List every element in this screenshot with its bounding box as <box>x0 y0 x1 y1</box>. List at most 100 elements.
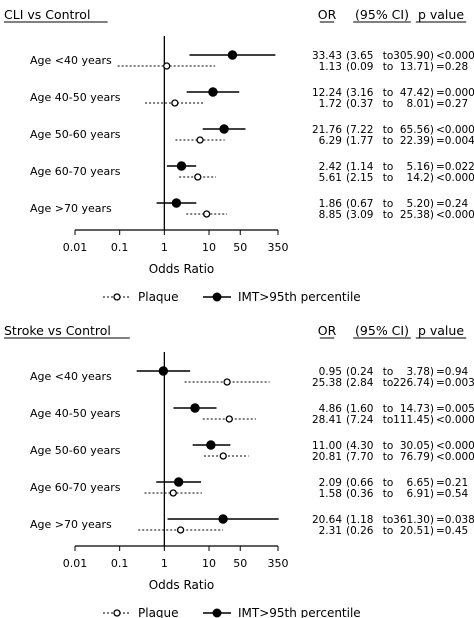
age-group-label: Age >70 years <box>30 202 112 215</box>
plaque-ci-low: (0.09 <box>346 61 373 73</box>
imt-ci-high: 47.42) <box>400 87 434 99</box>
p-column-header: p value <box>418 7 464 22</box>
legend-imt-marker <box>212 292 222 302</box>
plaque-point <box>225 415 233 423</box>
plaque-ci-to: to <box>383 135 394 147</box>
plaque-ci-high: 6.91) <box>407 488 434 500</box>
plaque-ci-high: 14.2) <box>407 172 434 184</box>
plaque-point <box>171 99 179 107</box>
plaque-ci-low: (2.15 <box>346 172 373 184</box>
imt-point <box>227 50 238 60</box>
x-tick-label: 350 <box>268 557 289 570</box>
plaque-ci-low: (2.84 <box>346 377 374 389</box>
age-group-label: Age <40 years <box>30 370 112 383</box>
plaque-point <box>176 526 185 534</box>
plaque-ci-to: to <box>383 488 394 500</box>
plaque-point <box>219 452 227 460</box>
plaque-ci-high: 111.45) <box>393 414 434 426</box>
imt-ci-low: (1.14 <box>346 161 374 173</box>
legend-plaque-label: Plaque <box>138 290 179 304</box>
plaque-point <box>203 210 211 218</box>
imt-ci-high: 5.16) <box>407 161 434 173</box>
imt-p-value: =0.94 <box>436 366 468 378</box>
plaque-or-value: 2.31 <box>319 525 342 537</box>
imt-p-value: =0.0003 <box>436 87 474 99</box>
plaque-ci-to: to <box>383 451 394 463</box>
plaque-or-value: 28.41 <box>312 414 342 426</box>
forest-panel-2: Stroke vs Control OR (95% CI) p value 0.01 0.… <box>4 323 474 618</box>
imt-ci-low: (0.24 <box>346 366 374 378</box>
imt-or-value: 1.86 <box>319 198 343 210</box>
imt-or-value: 11.00 <box>312 440 342 452</box>
p-column-header: p value <box>418 323 464 338</box>
imt-ci-low: (3.16 <box>346 87 374 99</box>
x-tick-label: 10 <box>202 557 216 570</box>
age-group-label: Age 50-60 years <box>30 128 121 141</box>
forest-panel-1: CLI vs Control OR (95% CI) p value 0.01 0.1 1 1… <box>4 7 474 304</box>
age-group-label: Age <40 years <box>30 54 112 67</box>
imt-point <box>218 514 228 524</box>
imt-ci-low: (4.30 <box>346 440 373 452</box>
plaque-p-value: =0.0038 <box>436 377 474 389</box>
legend-plaque-marker <box>113 609 121 617</box>
plaque-p-value: =0.54 <box>436 488 468 500</box>
imt-p-value: =0.0053 <box>436 403 474 415</box>
imt-ci-high: 305.90) <box>393 50 434 62</box>
plaque-ci-to: to <box>383 172 394 184</box>
imt-ci-to: to <box>383 440 394 452</box>
x-tick-label: 0.01 <box>63 557 88 570</box>
imt-ci-to: to <box>383 366 394 378</box>
age-group-label: Age 60-70 years <box>30 165 121 178</box>
x-tick-label: 1 <box>161 557 168 570</box>
ci-column-header: (95% CI) <box>355 323 409 338</box>
plaque-or-value: 20.81 <box>312 451 342 463</box>
imt-or-value: 2.42 <box>319 161 342 173</box>
age-group-label: Age >70 years <box>30 518 112 531</box>
imt-ci-low: (1.60 <box>346 403 373 415</box>
imt-p-value: =0.24 <box>436 198 468 210</box>
panel-title: CLI vs Control <box>4 7 90 22</box>
imt-ci-low: (0.67 <box>346 198 373 210</box>
imt-ci-to: to <box>383 514 394 526</box>
x-tick-label: 0.1 <box>111 557 129 570</box>
plaque-ci-high: 22.39) <box>400 135 434 147</box>
imt-ci-to: to <box>383 403 394 415</box>
legend-plaque-label: Plaque <box>138 606 179 618</box>
imt-point <box>173 477 184 487</box>
plaque-ci-low: (0.37 <box>346 98 373 110</box>
plaque-point <box>163 62 171 70</box>
imt-ci-to: to <box>383 161 394 173</box>
age-group-label: Age 40-50 years <box>30 407 121 420</box>
plaque-or-value: 1.58 <box>319 488 342 500</box>
imt-ci-low: (7.22 <box>346 124 373 136</box>
imt-ci-to: to <box>383 87 394 99</box>
imt-point <box>176 161 187 171</box>
imt-or-value: 12.24 <box>312 87 342 99</box>
imt-ci-high: 65.56) <box>400 124 434 136</box>
imt-ci-high: 3.78) <box>407 366 434 378</box>
or-column-header: OR <box>318 7 337 22</box>
plaque-ci-low: (0.26 <box>346 525 374 537</box>
imt-p-value: =0.022 <box>436 161 474 173</box>
imt-ci-high: 30.05) <box>400 440 434 452</box>
x-tick-label: 0.1 <box>111 241 129 254</box>
plaque-ci-low: (7.24 <box>346 414 374 426</box>
imt-p-value: =0.21 <box>436 477 468 489</box>
x-axis-label: Odds Ratio <box>149 262 215 276</box>
plaque-ci-to: to <box>383 209 394 221</box>
plaque-p-value: =0.45 <box>436 525 468 537</box>
plaque-ci-to: to <box>383 525 394 537</box>
age-group-label: Age 60-70 years <box>30 481 121 494</box>
plaque-ci-low: (3.09 <box>346 209 373 221</box>
age-group-label: Age 50-60 years <box>30 444 121 457</box>
plaque-or-value: 25.38 <box>312 377 342 389</box>
plaque-ci-high: 13.71) <box>400 61 434 73</box>
plaque-ci-high: 20.51) <box>400 525 434 537</box>
imt-point <box>171 198 182 208</box>
plaque-or-value: 1.72 <box>319 98 342 110</box>
